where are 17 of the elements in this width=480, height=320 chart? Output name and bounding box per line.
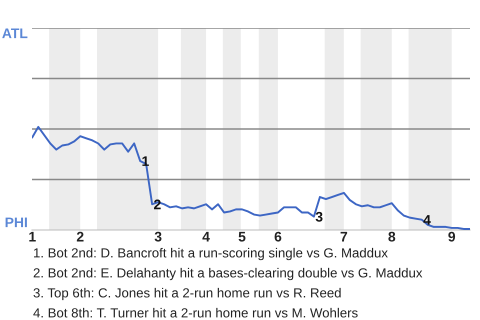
text: PHI [6,218,27,228]
x-tick-label: 3 [154,232,162,242]
text: 3. Top 6th: C. Jones hit a 2-run home run vs R. Reed [34,288,341,300]
x-tick-label: 4 [202,232,210,242]
x-tick-label: 5 [238,232,246,242]
annotation: 3 [316,212,323,222]
x-tick-label: 2 [76,232,84,242]
x-tick-label: 6 [274,232,282,242]
x-tick-label: 9 [448,232,456,242]
annotation: 4 [423,215,431,225]
text: 4. Bot 8th: T. Turner hit a 2-run home run vs M. Wohlers [33,308,358,318]
x-tick-label: 7 [340,232,348,242]
text: 2. Bot 2nd: E. Delahanty hit a bases-clearing double vs G. Maddux [34,268,422,280]
text: ATL [2,28,28,38]
x-tick-label: 1 [29,232,36,242]
text: 1. Bot 2nd: D. Bancroft hit a run-scoring single vs G. Maddux [34,248,388,260]
x-tick-label: 8 [388,232,396,242]
